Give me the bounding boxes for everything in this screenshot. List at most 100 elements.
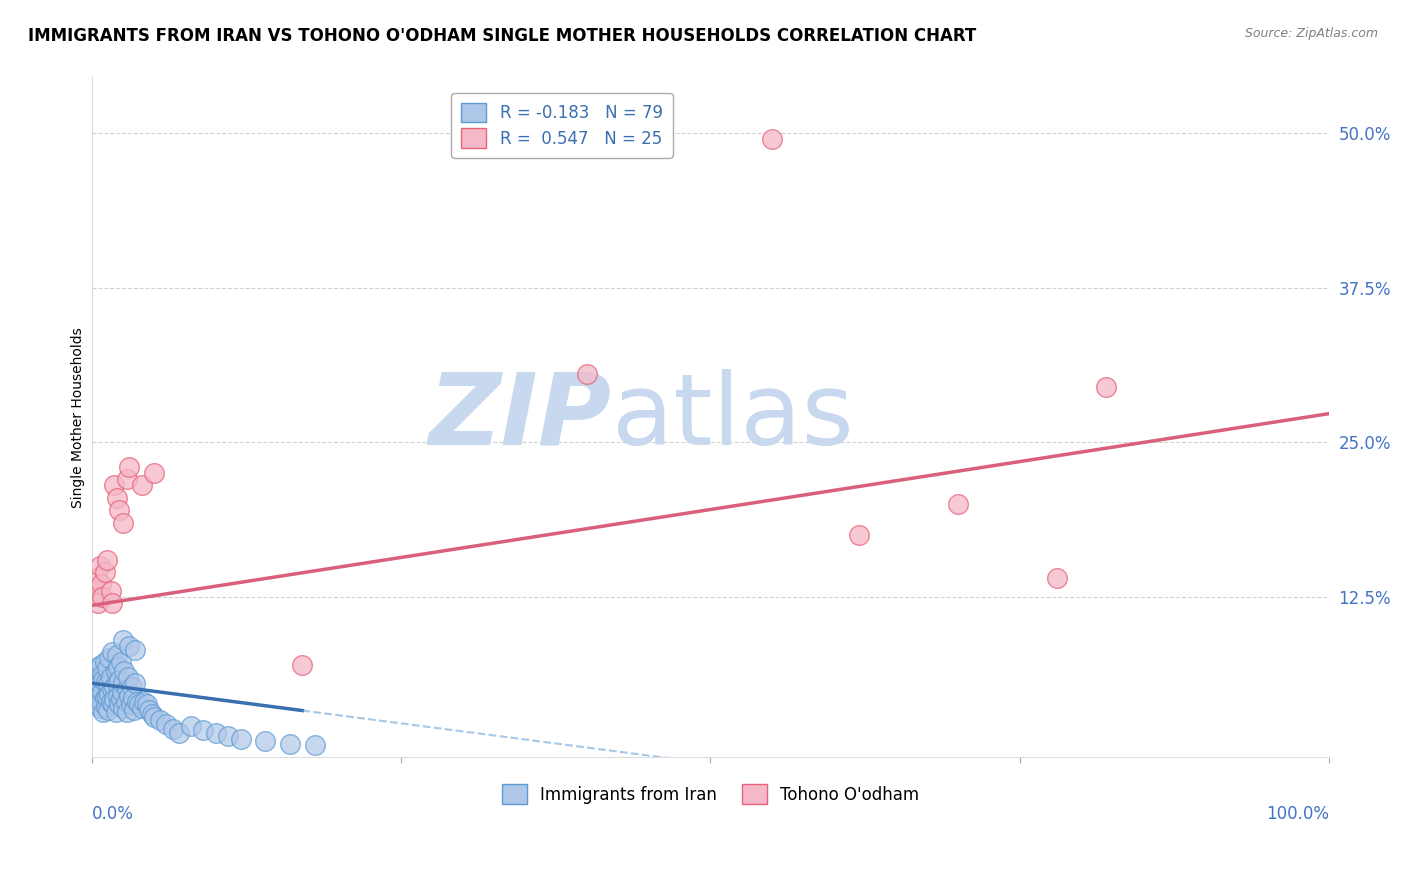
Point xyxy=(124,643,146,657)
Point xyxy=(946,497,969,511)
Point xyxy=(96,661,118,675)
Text: IMMIGRANTS FROM IRAN VS TOHONO O'ODHAM SINGLE MOTHER HOUSEHOLDS CORRELATION CHAR: IMMIGRANTS FROM IRAN VS TOHONO O'ODHAM S… xyxy=(28,27,976,45)
Point xyxy=(112,632,135,647)
Text: Source: ZipAtlas.com: Source: ZipAtlas.com xyxy=(1244,27,1378,40)
Point xyxy=(90,577,112,591)
Point xyxy=(167,725,190,739)
Point xyxy=(91,667,114,681)
Point xyxy=(87,660,110,674)
Legend: Immigrants from Iran, Tohono O'odham: Immigrants from Iran, Tohono O'odham xyxy=(495,778,927,810)
Point xyxy=(118,689,141,703)
Point xyxy=(278,737,301,751)
Point xyxy=(112,701,135,715)
Point xyxy=(117,670,139,684)
Point xyxy=(103,478,125,492)
Point xyxy=(104,705,127,719)
Point xyxy=(121,680,143,694)
Point xyxy=(91,685,114,699)
Point xyxy=(91,590,114,604)
Point xyxy=(1095,379,1118,393)
Point xyxy=(112,516,135,530)
Point xyxy=(101,645,124,659)
Point xyxy=(107,689,129,703)
Point xyxy=(100,695,122,709)
Point xyxy=(86,571,108,585)
Text: 100.0%: 100.0% xyxy=(1265,805,1329,823)
Point xyxy=(143,709,166,723)
Point xyxy=(84,692,107,706)
Point xyxy=(90,695,112,709)
Point xyxy=(93,565,115,579)
Point xyxy=(108,503,131,517)
Point xyxy=(108,698,131,712)
Point xyxy=(575,367,598,381)
Point xyxy=(101,596,124,610)
Point xyxy=(115,682,138,697)
Point xyxy=(100,583,122,598)
Point xyxy=(105,648,128,662)
Point xyxy=(180,719,202,733)
Point xyxy=(89,701,111,715)
Point xyxy=(84,664,107,678)
Point xyxy=(91,705,114,719)
Text: 0.0%: 0.0% xyxy=(93,805,134,823)
Point xyxy=(205,725,228,739)
Point xyxy=(86,670,108,684)
Point xyxy=(101,682,124,697)
Point xyxy=(115,472,138,486)
Point xyxy=(83,682,105,697)
Point xyxy=(91,673,114,687)
Point xyxy=(105,676,128,690)
Point xyxy=(115,705,138,719)
Point xyxy=(98,687,121,701)
Point xyxy=(128,698,150,712)
Point xyxy=(122,691,145,706)
Point xyxy=(149,714,172,728)
Text: ZIP: ZIP xyxy=(429,369,612,466)
Point xyxy=(162,722,184,736)
Point xyxy=(134,695,156,709)
Point xyxy=(93,691,115,706)
Point xyxy=(105,491,128,505)
Point xyxy=(131,478,153,492)
Point xyxy=(761,132,783,146)
Point xyxy=(110,692,132,706)
Point xyxy=(104,664,127,678)
Point xyxy=(138,703,160,717)
Point xyxy=(89,676,111,690)
Point xyxy=(193,723,215,738)
Point xyxy=(848,528,870,542)
Point xyxy=(84,583,107,598)
Point xyxy=(143,466,166,480)
Point xyxy=(108,673,131,687)
Point xyxy=(111,685,134,699)
Point xyxy=(124,676,146,690)
Point xyxy=(135,698,157,712)
Point xyxy=(120,698,142,712)
Point xyxy=(94,699,117,714)
Point xyxy=(96,552,118,566)
Point xyxy=(103,680,125,694)
Point xyxy=(155,717,177,731)
Point xyxy=(112,676,135,690)
Point xyxy=(112,664,135,678)
Point xyxy=(304,738,326,752)
Point xyxy=(87,689,110,703)
Point xyxy=(96,690,118,704)
Y-axis label: Single Mother Households: Single Mother Households xyxy=(72,327,86,508)
Point xyxy=(110,655,132,669)
Point xyxy=(103,692,125,706)
Point xyxy=(93,655,115,669)
Point xyxy=(1046,571,1069,585)
Point xyxy=(131,701,153,715)
Point xyxy=(118,459,141,474)
Point xyxy=(100,670,122,684)
Point xyxy=(90,657,112,672)
Point xyxy=(114,695,136,709)
Point xyxy=(97,677,120,691)
Point xyxy=(97,703,120,717)
Point xyxy=(118,639,141,653)
Point xyxy=(89,558,111,573)
Point xyxy=(94,675,117,690)
Point xyxy=(141,707,163,722)
